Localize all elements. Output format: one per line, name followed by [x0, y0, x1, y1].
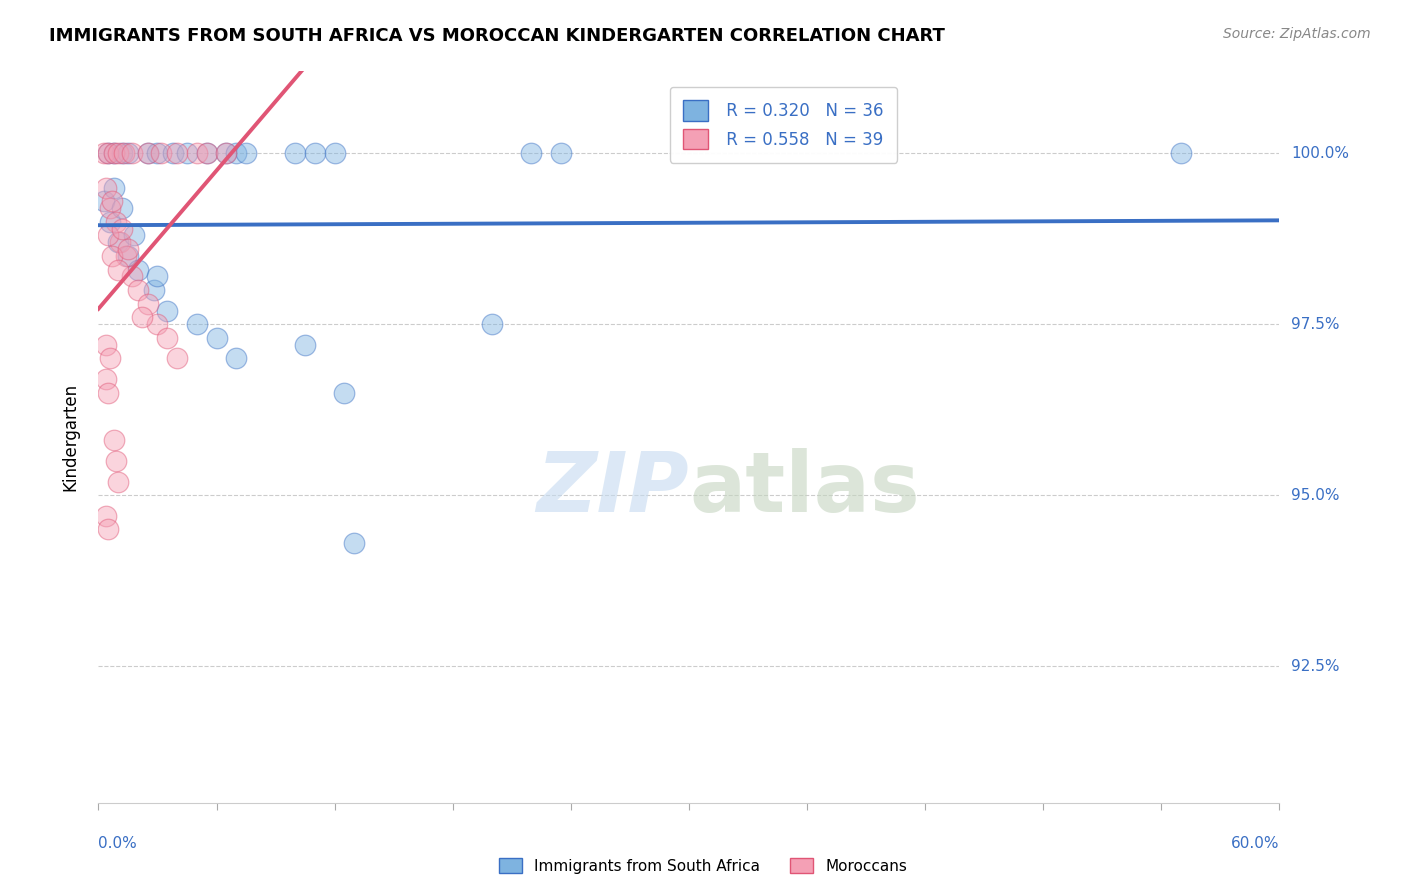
Point [98, 215, 121, 229]
Point [112, 146, 135, 161]
Point [97, 146, 120, 161]
Point [97, 385, 120, 400]
Legend:  R = 0.320   N = 36,  R = 0.558   N = 39: R = 0.320 N = 36, R = 0.558 N = 39 [669, 87, 897, 162]
Point [97, 228, 120, 243]
Text: 95.0%: 95.0% [1291, 488, 1340, 503]
Point [96, 338, 118, 352]
Point [136, 146, 159, 161]
Text: atlas: atlas [689, 448, 920, 529]
Point [107, 475, 129, 489]
Point [103, 434, 125, 448]
Point [304, 146, 326, 161]
Text: 92.5%: 92.5% [1291, 658, 1340, 673]
Point [127, 262, 149, 277]
Point [156, 331, 179, 345]
Point [150, 146, 173, 161]
Point [294, 338, 316, 352]
Point [162, 146, 184, 161]
Point [108, 235, 131, 250]
Point [1170, 146, 1192, 161]
Point [98, 201, 121, 215]
Point [101, 249, 124, 263]
Point [195, 146, 218, 161]
Point [166, 146, 188, 161]
Point [136, 146, 159, 161]
Point [156, 303, 179, 318]
Point [225, 351, 247, 366]
Legend: Immigrants from South Africa, Moroccans: Immigrants from South Africa, Moroccans [492, 852, 914, 880]
Point [115, 249, 138, 263]
Point [103, 146, 125, 161]
Text: Source: ZipAtlas.com: Source: ZipAtlas.com [1223, 27, 1371, 41]
Point [111, 221, 134, 235]
Point [186, 146, 208, 161]
Point [142, 283, 165, 297]
Point [107, 235, 129, 250]
Point [111, 146, 134, 161]
Point [131, 310, 153, 325]
Point [121, 269, 143, 284]
Point [146, 269, 169, 284]
Point [225, 146, 247, 161]
Point [105, 454, 128, 468]
Point [107, 146, 129, 161]
Point [97, 522, 120, 536]
Point [146, 318, 169, 332]
Point [97, 146, 120, 161]
Point [107, 262, 129, 277]
Point [481, 318, 503, 332]
Point [127, 283, 149, 297]
Point [195, 146, 218, 161]
Point [186, 318, 208, 332]
Point [98, 351, 121, 366]
Text: 100.0%: 100.0% [1291, 146, 1350, 161]
Point [136, 297, 159, 311]
Point [103, 146, 125, 161]
Point [117, 249, 139, 263]
Point [96, 372, 118, 386]
Text: IMMIGRANTS FROM SOUTH AFRICA VS MOROCCAN KINDERGARTEN CORRELATION CHART: IMMIGRANTS FROM SOUTH AFRICA VS MOROCCAN… [49, 27, 945, 45]
Point [93, 194, 115, 209]
Point [343, 536, 366, 550]
Text: 0.0%: 0.0% [98, 836, 138, 851]
Text: ZIP: ZIP [536, 448, 689, 529]
Point [146, 146, 169, 161]
Point [117, 242, 139, 256]
Point [323, 146, 346, 161]
Text: 97.5%: 97.5% [1291, 317, 1340, 332]
Point [103, 180, 125, 194]
Point [96, 508, 118, 523]
Point [117, 146, 139, 161]
Point [215, 146, 238, 161]
Point [101, 194, 124, 209]
Point [520, 146, 543, 161]
Point [235, 146, 257, 161]
Text: 60.0%: 60.0% [1232, 836, 1279, 851]
Point [215, 146, 238, 161]
Point [93, 146, 115, 161]
Point [205, 331, 228, 345]
Point [111, 201, 134, 215]
Y-axis label: Kindergarten: Kindergarten [62, 383, 80, 491]
Point [550, 146, 572, 161]
Point [96, 180, 118, 194]
Point [333, 385, 356, 400]
Point [121, 146, 143, 161]
Point [284, 146, 307, 161]
Point [176, 146, 198, 161]
Point [105, 215, 128, 229]
Point [166, 351, 188, 366]
Point [122, 228, 145, 243]
